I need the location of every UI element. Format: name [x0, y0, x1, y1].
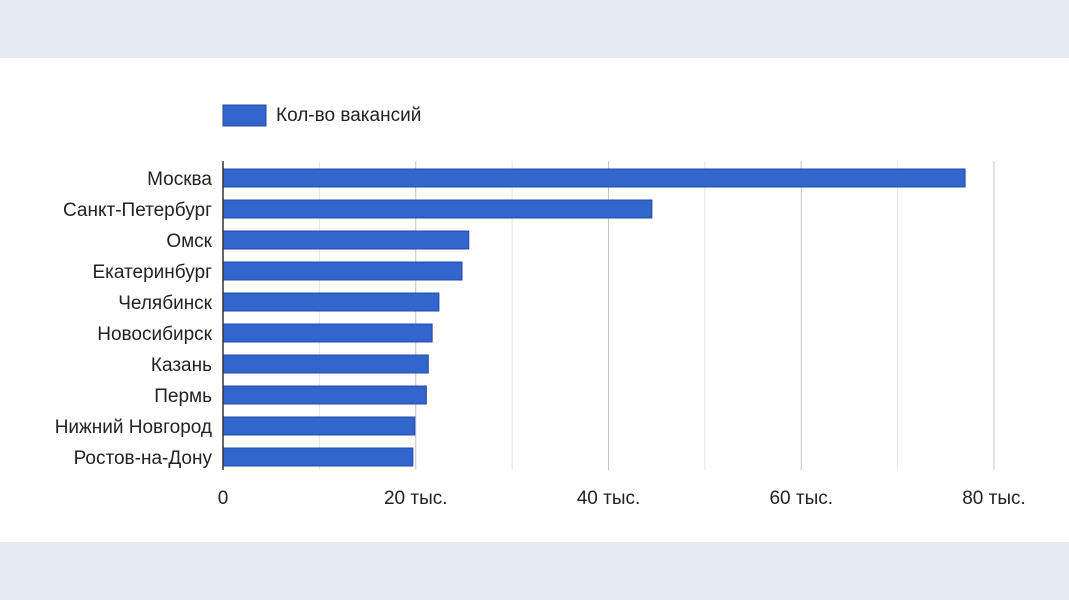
category-label: Омск: [166, 231, 212, 252]
category-label: Москва: [147, 169, 212, 190]
category-label: Казань: [151, 355, 212, 376]
x-tick-labels: 0 20 тыс. 40 тыс. 60 тыс. 80 тыс.: [218, 488, 1026, 509]
chart-card: Москва Санкт-Петербург Омск Екатеринбург Чел…: [0, 58, 1069, 542]
bar[interactable]: [222, 199, 653, 219]
x-tick-label: 80 тыс.: [962, 488, 1026, 509]
category-labels: Москва Санкт-Петербург Омск Екатеринбург Чел…: [55, 169, 213, 469]
category-label: Екатеринбург: [92, 262, 212, 283]
x-tick-label: 40 тыс.: [577, 488, 641, 509]
category-label: Ростов-на-Дону: [74, 448, 213, 469]
legend: Кол-во вакансий: [222, 104, 421, 127]
bar[interactable]: [222, 447, 414, 467]
bar[interactable]: [222, 385, 427, 405]
bar[interactable]: [222, 261, 463, 281]
x-tick-label: 60 тыс.: [769, 488, 833, 509]
category-label: Челябинск: [118, 293, 212, 314]
category-label: Новосибирск: [97, 324, 212, 345]
category-label: Пермь: [154, 386, 212, 407]
legend-swatch: [222, 104, 267, 127]
bars: [222, 168, 966, 467]
bar-chart: Москва Санкт-Петербург Омск Екатеринбург Чел…: [55, 104, 1026, 509]
category-label: Санкт-Петербург: [63, 200, 212, 221]
bar[interactable]: [222, 416, 416, 436]
legend-label: Кол-во вакансий: [276, 105, 421, 126]
bar[interactable]: [222, 354, 429, 374]
x-tick-label: 0: [218, 488, 229, 509]
bar[interactable]: [222, 292, 440, 312]
x-tick-label: 20 тыс.: [384, 488, 448, 509]
bar[interactable]: [222, 323, 433, 343]
bar[interactable]: [222, 168, 966, 188]
category-label: Нижний Новгород: [55, 417, 212, 438]
bar[interactable]: [222, 230, 470, 250]
